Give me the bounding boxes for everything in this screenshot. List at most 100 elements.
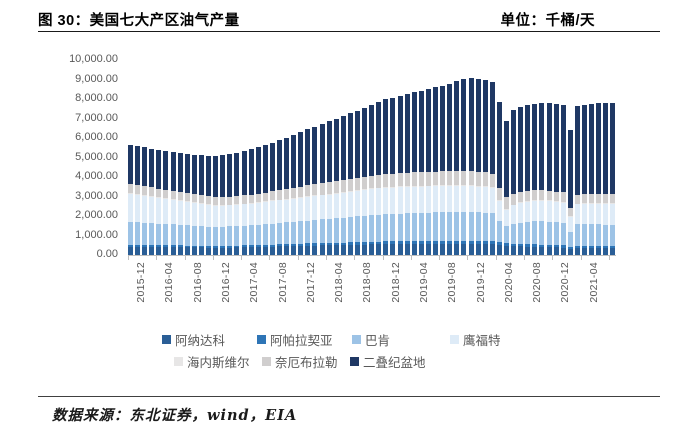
bar-2016-02 [142, 147, 148, 255]
segment [589, 203, 595, 225]
segment [142, 195, 148, 223]
segment [163, 189, 169, 198]
bar-2021-01 [560, 104, 566, 255]
segment [284, 244, 290, 247]
segment [475, 186, 481, 213]
segment [326, 121, 332, 183]
segment [390, 241, 396, 245]
segment [539, 246, 545, 255]
segment [411, 212, 417, 242]
segment [482, 172, 488, 187]
segment [468, 243, 474, 255]
bar-2017-06 [255, 147, 261, 255]
segment [269, 142, 275, 192]
segment [496, 102, 502, 189]
legend-item: 鹰福特 [450, 330, 501, 349]
segment [397, 241, 403, 244]
segment [255, 247, 261, 255]
segment [397, 173, 403, 187]
segment [390, 187, 396, 214]
segment [191, 154, 197, 195]
segment [461, 170, 467, 186]
segment [489, 241, 495, 245]
segment [326, 193, 332, 195]
segment [276, 200, 282, 223]
segment [135, 246, 141, 255]
segment [574, 203, 580, 205]
segment [560, 201, 566, 203]
segment [539, 103, 545, 191]
x-tick-label: 2020-12 [559, 262, 572, 303]
y-tick-label: 2,000.00 [75, 209, 118, 221]
segment [404, 94, 410, 173]
segment [262, 192, 268, 202]
segment [305, 185, 311, 197]
segment [468, 186, 474, 213]
segment [326, 182, 332, 194]
segment [312, 243, 318, 246]
segment [511, 193, 517, 205]
segment [234, 204, 240, 205]
segment [411, 185, 417, 187]
segment [333, 193, 339, 219]
segment [390, 244, 396, 255]
y-tick-label: 0.00 [96, 248, 118, 260]
x-tick [241, 256, 243, 260]
segment [206, 155, 212, 197]
segment [376, 241, 382, 245]
segment [284, 222, 290, 245]
segment [369, 215, 375, 242]
segment [574, 194, 580, 204]
segment [376, 187, 382, 189]
segment [163, 247, 169, 255]
bar-2017-01 [220, 155, 226, 255]
chart-legend: 阿纳达科 阿帕拉契亚 巴肯 鹰福特 海内斯维尔 奈厄布拉勒 二叠纪盆地 [128, 328, 616, 372]
legend-label: 鹰福特 [463, 333, 501, 348]
segment [312, 220, 318, 244]
segment [532, 103, 538, 191]
segment [255, 202, 261, 204]
segment [397, 95, 403, 174]
segment [198, 195, 204, 204]
segment [198, 203, 204, 227]
legend-swatch-icon [350, 356, 359, 366]
bar-2017-08 [269, 142, 275, 255]
segment [525, 202, 531, 223]
segment [532, 200, 538, 202]
segment [227, 205, 233, 227]
bar-2016-11 [206, 155, 212, 255]
segment [312, 126, 318, 185]
segment [269, 201, 275, 224]
segment [284, 246, 290, 255]
legend-item: 阿纳达科 [162, 330, 257, 349]
segment [468, 170, 474, 186]
segment [553, 191, 559, 201]
segment [404, 187, 410, 214]
segment [213, 205, 219, 227]
segment [128, 193, 133, 223]
legend-item: 奈厄布拉勒 [262, 352, 350, 371]
segment [404, 186, 410, 188]
bar-2020-05 [503, 121, 509, 255]
segment [191, 247, 197, 255]
segment [213, 204, 219, 206]
segment [503, 243, 509, 246]
segment [397, 186, 403, 188]
segment [255, 147, 261, 194]
segment [269, 200, 275, 202]
x-tick-label: 2016-04 [163, 262, 176, 303]
y-tick-label: 8,000.00 [75, 92, 118, 104]
segment [234, 205, 240, 227]
x-axis-labels: 2015-12 2016-04 2016-08 2016-12 2017-04 2017-… [128, 262, 616, 318]
segment [163, 224, 169, 246]
segment [369, 189, 375, 216]
bar-2016-03 [149, 148, 155, 255]
segment [418, 212, 424, 241]
segment [532, 221, 538, 245]
segment [312, 245, 318, 255]
segment [560, 202, 566, 223]
segment [355, 189, 360, 191]
segment [276, 222, 282, 245]
segment [376, 244, 382, 255]
x-tick [156, 256, 158, 260]
